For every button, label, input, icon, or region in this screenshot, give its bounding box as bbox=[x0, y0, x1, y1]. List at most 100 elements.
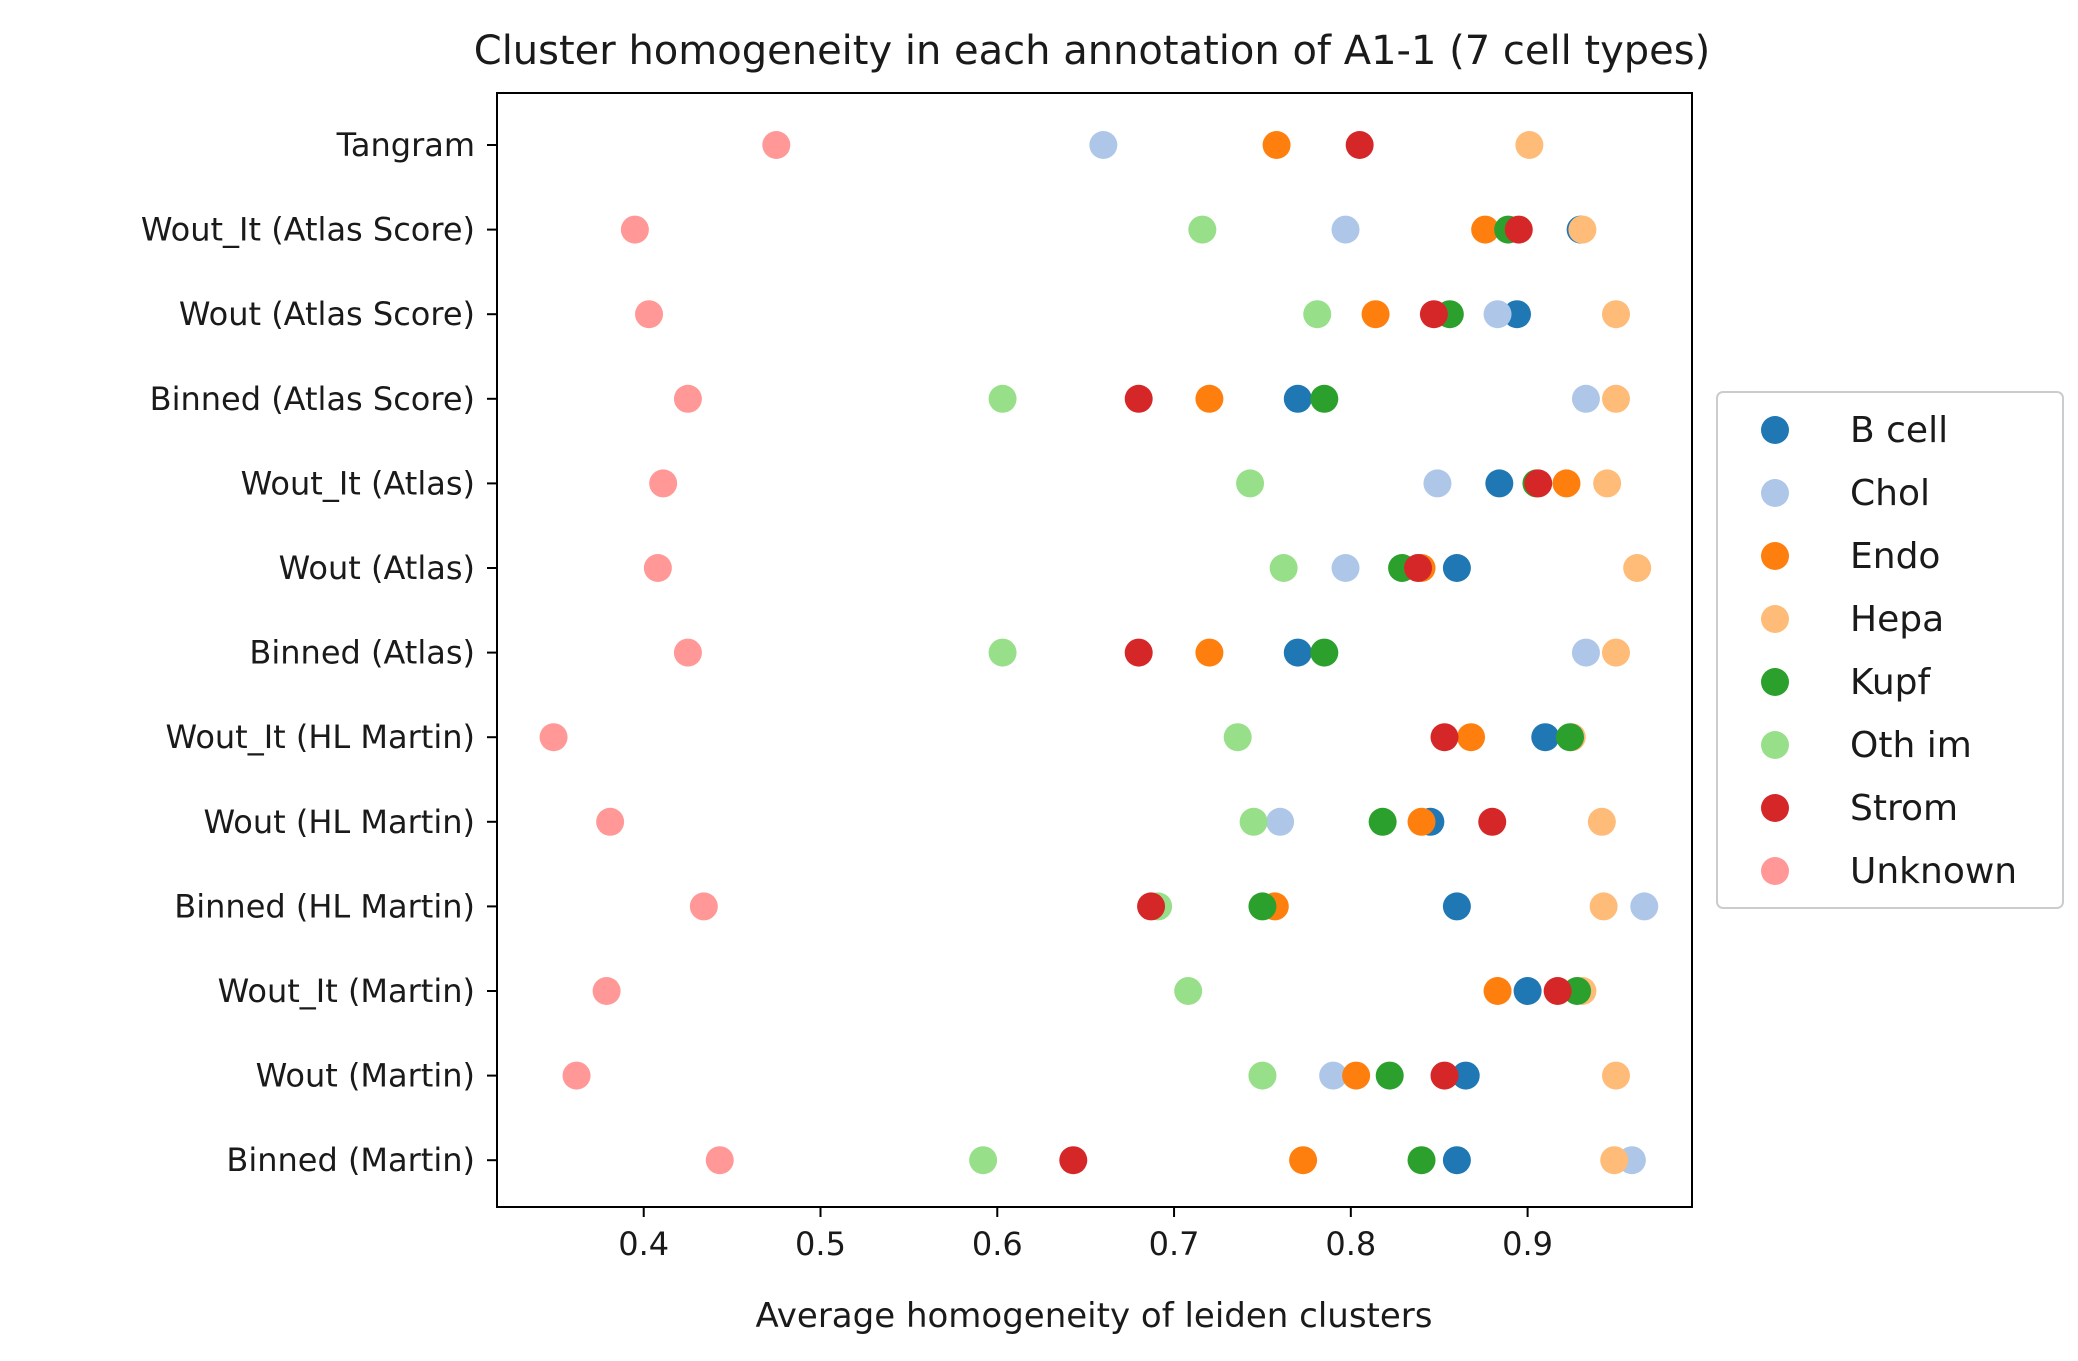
point-hepa-tangram bbox=[1515, 131, 1544, 159]
point-hepa-binned-atlas bbox=[1601, 638, 1630, 667]
legend-label-b-cell: B cell bbox=[1850, 410, 1948, 451]
point-endo-wout-atlas-score bbox=[1361, 300, 1390, 329]
point-kupf-binned-atlas-score bbox=[1310, 384, 1339, 413]
point-unknown-wout-martin bbox=[562, 1061, 591, 1090]
legend-marker-oth-im bbox=[1761, 731, 1789, 759]
point-endo-wout-it-martin bbox=[1483, 977, 1512, 1005]
point-hepa-binned-martin bbox=[1600, 1146, 1629, 1175]
point-hepa-wout-martin bbox=[1601, 1061, 1630, 1090]
point-b-cell-wout-it-hl-martin bbox=[1531, 723, 1560, 752]
x-tick-label-0-5: 0.5 bbox=[795, 1225, 846, 1263]
point-b-cell-wout-martin bbox=[1451, 1061, 1480, 1090]
point-chol-binned-hl-martin bbox=[1630, 892, 1659, 921]
point-b-cell-binned-atlas-score bbox=[1283, 384, 1312, 413]
x-tick-label-0-6: 0.6 bbox=[972, 1225, 1023, 1263]
y-tick-label-wout-it-hl-martin: Wout_It (HL Martin) bbox=[166, 718, 475, 756]
legend-label-oth-im: Oth im bbox=[1850, 725, 1972, 766]
point-oth-im-wout-atlas bbox=[1269, 554, 1298, 582]
legend-label-hepa: Hepa bbox=[1850, 599, 1944, 640]
y-tick-label-binned-martin: Binned (Martin) bbox=[226, 1141, 475, 1179]
point-endo-binned-martin bbox=[1289, 1146, 1318, 1175]
point-chol-binned-atlas-score bbox=[1571, 384, 1600, 413]
legend-marker-endo bbox=[1761, 542, 1789, 570]
y-tick-label-wout-hl-martin: Wout (HL Martin) bbox=[204, 803, 475, 841]
point-strom-wout-it-atlas bbox=[1524, 469, 1553, 498]
point-kupf-binned-hl-martin bbox=[1248, 892, 1277, 921]
point-strom-wout-it-hl-martin bbox=[1430, 723, 1459, 752]
point-strom-wout-it-atlas-score bbox=[1504, 215, 1533, 244]
point-unknown-wout-it-hl-martin bbox=[539, 723, 568, 752]
legend-label-chol: Chol bbox=[1850, 473, 1930, 514]
legend-box bbox=[1716, 391, 2064, 909]
point-endo-wout-hl-martin bbox=[1407, 807, 1436, 836]
point-strom-wout-atlas bbox=[1403, 554, 1432, 582]
point-unknown-binned-atlas-score bbox=[673, 384, 702, 413]
point-hepa-binned-hl-martin bbox=[1589, 892, 1618, 921]
point-unknown-wout-atlas-score bbox=[635, 300, 664, 329]
legend-marker-unknown bbox=[1761, 857, 1789, 885]
legend-marker-chol bbox=[1761, 479, 1789, 507]
point-oth-im-wout-hl-martin bbox=[1239, 807, 1268, 836]
point-unknown-wout-hl-martin bbox=[596, 807, 625, 836]
point-b-cell-wout-atlas bbox=[1442, 554, 1471, 582]
point-chol-wout-martin bbox=[1319, 1061, 1348, 1090]
y-tick-label-wout-atlas-score: Wout (Atlas Score) bbox=[179, 295, 475, 333]
point-endo-wout-it-atlas bbox=[1552, 469, 1581, 498]
point-oth-im-wout-it-hl-martin bbox=[1223, 723, 1252, 752]
point-oth-im-wout-it-atlas-score bbox=[1188, 215, 1217, 244]
point-strom-binned-atlas bbox=[1124, 638, 1153, 667]
point-endo-wout-it-hl-martin bbox=[1457, 723, 1486, 752]
point-kupf-wout-hl-martin bbox=[1368, 807, 1397, 836]
point-unknown-tangram bbox=[762, 131, 791, 159]
point-unknown-wout-it-atlas-score bbox=[620, 215, 649, 244]
point-oth-im-binned-atlas-score bbox=[988, 384, 1017, 413]
point-chol-binned-atlas bbox=[1571, 638, 1600, 667]
point-b-cell-binned-atlas bbox=[1283, 638, 1312, 667]
point-hepa-wout-atlas bbox=[1623, 554, 1652, 582]
point-kupf-binned-atlas bbox=[1310, 638, 1339, 667]
point-unknown-binned-hl-martin bbox=[689, 892, 718, 921]
point-unknown-wout-it-martin bbox=[592, 977, 621, 1005]
legend-marker-kupf bbox=[1761, 668, 1789, 696]
y-tick-label-binned-hl-martin: Binned (HL Martin) bbox=[174, 887, 475, 925]
legend-marker-hepa bbox=[1761, 605, 1789, 633]
point-chol-wout-atlas bbox=[1331, 554, 1360, 582]
point-unknown-binned-atlas bbox=[673, 638, 702, 667]
x-axis: 0.4 0.5 0.6 0.7 0.8 0.9 bbox=[618, 1207, 1553, 1263]
point-b-cell-wout-it-martin bbox=[1513, 977, 1542, 1005]
point-chol-wout-it-atlas-score bbox=[1331, 215, 1360, 244]
point-oth-im-binned-martin bbox=[969, 1146, 998, 1175]
plot-frame bbox=[496, 92, 1693, 1208]
point-unknown-wout-atlas bbox=[643, 554, 672, 582]
point-unknown-binned-martin bbox=[705, 1146, 734, 1175]
x-tick-label-0-9: 0.9 bbox=[1502, 1225, 1553, 1263]
point-chol-tangram bbox=[1089, 131, 1118, 159]
point-b-cell-wout-it-atlas bbox=[1485, 469, 1514, 498]
x-tick-label-0-7: 0.7 bbox=[1149, 1225, 1200, 1263]
legend-marker-b-cell bbox=[1761, 416, 1789, 444]
legend-label-strom: Strom bbox=[1850, 788, 1958, 829]
point-kupf-binned-martin bbox=[1407, 1146, 1436, 1175]
point-strom-binned-hl-martin bbox=[1137, 892, 1166, 921]
y-tick-label-binned-atlas-score: Binned (Atlas Score) bbox=[150, 380, 475, 418]
legend-marker-strom bbox=[1761, 794, 1789, 822]
plot-marks bbox=[539, 131, 1659, 1175]
point-kupf-wout-martin bbox=[1375, 1061, 1404, 1090]
point-chol-wout-it-atlas bbox=[1423, 469, 1452, 498]
legend-label-kupf: Kupf bbox=[1850, 662, 1931, 703]
x-tick-label-0-4: 0.4 bbox=[618, 1225, 669, 1263]
point-strom-wout-atlas-score bbox=[1419, 300, 1448, 329]
point-hepa-wout-it-atlas bbox=[1593, 469, 1622, 498]
point-endo-binned-atlas bbox=[1195, 638, 1224, 667]
point-endo-wout-it-atlas-score bbox=[1471, 215, 1500, 244]
point-chol-wout-atlas-score bbox=[1483, 300, 1512, 329]
point-b-cell-binned-hl-martin bbox=[1442, 892, 1471, 921]
point-oth-im-wout-atlas-score bbox=[1303, 300, 1332, 329]
point-hepa-wout-it-atlas-score bbox=[1568, 215, 1597, 244]
y-tick-label-wout-it-atlas-score: Wout_It (Atlas Score) bbox=[141, 211, 475, 249]
point-b-cell-binned-martin bbox=[1442, 1146, 1471, 1175]
y-axis: Tangram Wout_It (Atlas Score) Wout (Atlas … bbox=[141, 126, 497, 1179]
point-strom-wout-martin bbox=[1430, 1061, 1459, 1090]
y-tick-label-wout-martin: Wout (Martin) bbox=[256, 1057, 475, 1095]
